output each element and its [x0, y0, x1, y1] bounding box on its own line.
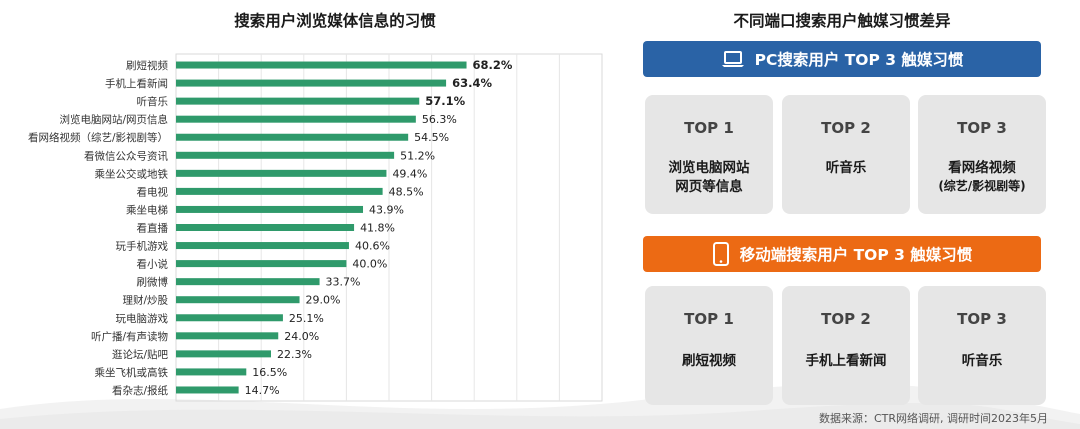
mobile-top1-card: TOP 1 刷短视频: [645, 286, 773, 405]
category-label: 逛论坛/贴吧: [112, 348, 169, 361]
value-label: 63.4%: [452, 76, 492, 90]
category-label: 看小说: [137, 258, 169, 271]
category-label: 刷微博: [137, 276, 169, 289]
value-label: 57.1%: [425, 94, 465, 108]
category-label: 看杂志/报纸: [112, 384, 169, 397]
category-label: 手机上看新闻: [105, 77, 168, 90]
bar: [176, 332, 279, 340]
bar: [176, 368, 247, 376]
bar: [176, 61, 467, 69]
pc-banner-text: PC搜索用户 TOP 3 触媒习惯: [754, 51, 964, 69]
card-label-line1: 浏览电脑网站: [668, 160, 750, 176]
value-label: 22.3%: [277, 348, 312, 361]
bar: [176, 314, 283, 322]
value-label: 68.2%: [473, 58, 513, 72]
category-label: 看网络视频（综艺/影视剧等）: [28, 131, 168, 144]
value-label: 49.4%: [392, 167, 427, 180]
card-label-line1: 听音乐: [825, 160, 867, 176]
value-label: 48.5%: [389, 185, 424, 198]
card-label-line1: 看网络视频: [948, 160, 1016, 176]
value-label: 51.2%: [400, 149, 435, 162]
bar: [176, 169, 387, 177]
card-rank: TOP 1: [684, 310, 734, 328]
value-label: 14.7%: [245, 384, 280, 397]
right-panel-title: 不同端口搜索用户触媒习惯差异: [733, 12, 951, 30]
card-label: 刷短视频: [682, 353, 736, 369]
card-rank: TOP 2: [821, 119, 871, 137]
value-label: 43.9%: [369, 203, 404, 216]
value-label: 40.0%: [352, 258, 387, 271]
bar: [176, 115, 416, 123]
category-label: 乘坐飞机或高铁: [95, 366, 169, 379]
bar: [176, 97, 420, 105]
category-label: 看电视: [137, 185, 169, 198]
card-label-line2: (综艺/影视剧等): [938, 179, 1026, 193]
mobile-top2-card: TOP 2 手机上看新闻: [782, 286, 910, 405]
value-label: 54.5%: [414, 131, 449, 144]
category-label: 看直播: [137, 222, 169, 235]
card-rank: TOP 2: [821, 310, 871, 328]
value-label: 16.5%: [252, 366, 287, 379]
card-rank: TOP 3: [957, 310, 1007, 328]
bar: [176, 242, 349, 250]
bar: [176, 350, 271, 358]
category-label: 乘坐公交或地铁: [95, 167, 169, 180]
value-label: 25.1%: [289, 312, 324, 325]
category-label: 浏览电脑网站/网页信息: [59, 113, 168, 126]
card-label: 浏览电脑网站 网页等信息: [649, 159, 769, 197]
pc-top1-card: TOP 1 浏览电脑网站 网页等信息: [645, 95, 773, 214]
data-source-note: 数据来源：CTR网络调研, 调研时间2023年5月: [818, 412, 1048, 425]
laptop-icon: [721, 50, 745, 68]
category-label: 刷短视频: [126, 59, 168, 72]
value-label: 56.3%: [422, 113, 457, 126]
mobile-top3-card: TOP 3 听音乐: [918, 286, 1046, 405]
category-label: 乘坐电梯: [126, 203, 168, 216]
category-label: 看微信公众号资讯: [84, 149, 168, 162]
bar: [176, 278, 320, 286]
bar-chart: 刷短视频 68.2% 手机上看新闻 63.4% 听音乐 57.1% 浏览电脑网站/网页信息 5…: [28, 53, 603, 402]
bar: [176, 187, 383, 195]
value-label: 24.0%: [284, 330, 319, 343]
value-label: 41.8%: [360, 222, 395, 235]
category-label: 听音乐: [137, 95, 169, 108]
bar: [176, 224, 355, 231]
card-rank: TOP 1: [684, 119, 734, 137]
value-label: 33.7%: [326, 276, 361, 289]
category-label: 理财/炒股: [122, 294, 168, 307]
value-label: 29.0%: [306, 294, 341, 307]
mobile-banner-text: 移动端搜索用户 TOP 3 触媒习惯: [739, 246, 973, 264]
category-label: 玩手机游戏: [116, 240, 169, 253]
pc-top3-card: TOP 3 看网络视频 (综艺/影视剧等): [918, 95, 1046, 214]
card-label: 听音乐: [961, 353, 1003, 369]
card-label: 看网络视频 (综艺/影视剧等): [922, 159, 1042, 194]
bar: [176, 260, 347, 268]
bar: [176, 151, 395, 159]
bar: [176, 205, 364, 213]
bar: [176, 79, 447, 87]
card-label: 听音乐: [786, 159, 906, 178]
card-label-line2: 网页等信息: [675, 179, 743, 195]
bar: [176, 296, 300, 304]
category-label: 玩电脑游戏: [116, 312, 169, 325]
bar: [176, 386, 239, 394]
card-rank: TOP 3: [957, 119, 1007, 137]
mobile-banner: 移动端搜索用户 TOP 3 触媒习惯: [643, 236, 1041, 272]
pc-banner: PC搜索用户 TOP 3 触媒习惯: [643, 41, 1041, 77]
smartphone-icon: [712, 242, 730, 266]
card-label: 手机上看新闻: [805, 353, 887, 369]
pc-top2-card: TOP 2 听音乐: [782, 95, 910, 214]
category-label: 听广播/有声读物: [91, 330, 168, 343]
left-chart-title: 搜索用户浏览媒体信息的习惯: [234, 12, 436, 30]
value-label: 40.6%: [355, 240, 390, 253]
bar: [176, 133, 409, 141]
